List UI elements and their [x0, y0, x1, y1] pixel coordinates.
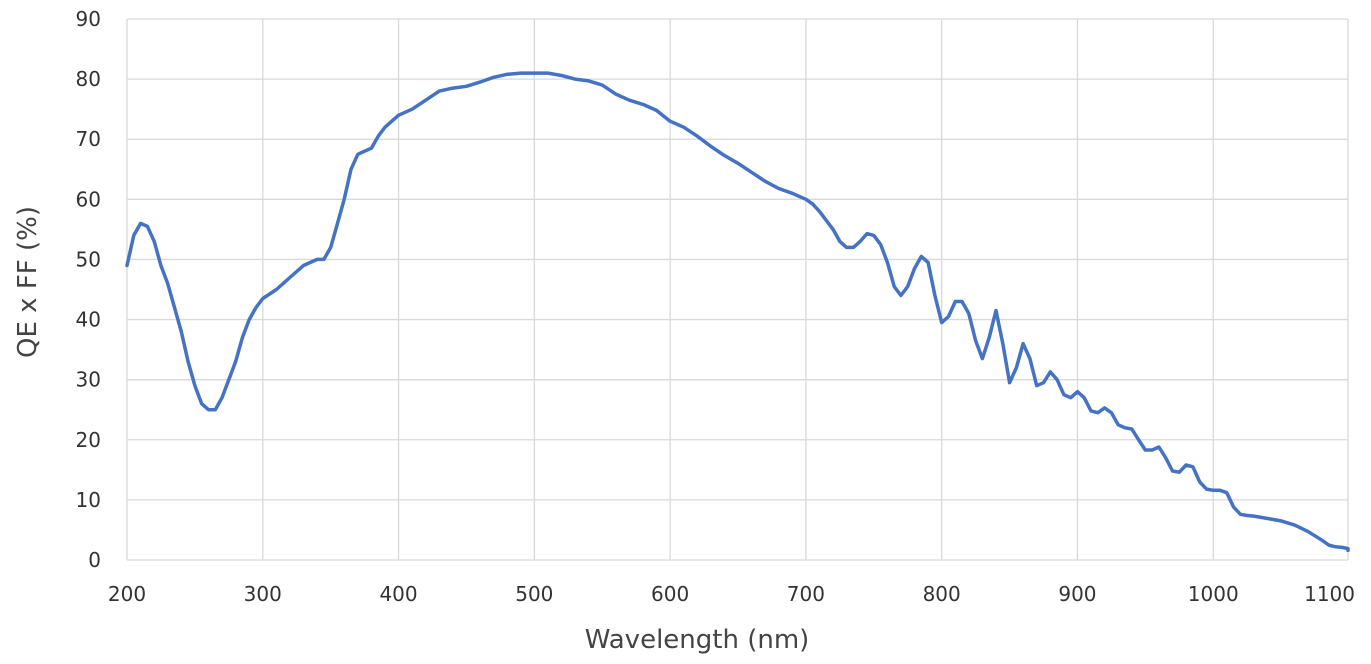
- y-tick-label: 0: [88, 548, 101, 572]
- y-tick-label: 90: [76, 7, 101, 31]
- y-tick-label: 50: [76, 247, 101, 271]
- x-tick-label: 300: [244, 582, 282, 606]
- series-layer: [125, 71, 1350, 553]
- x-tick-label: 1100: [1304, 582, 1355, 606]
- grid-lines: [126, 18, 1349, 561]
- x-tick-label: 1000: [1188, 582, 1239, 606]
- x-tick-label: 800: [923, 582, 961, 606]
- x-tick-labels: 200 300 400 500 600 700 800 900 1000 1100: [108, 582, 1355, 606]
- y-tick-label: 80: [76, 67, 101, 91]
- y-tick-labels: 0 10 20 30 40 50 60 70 80 90: [76, 7, 101, 572]
- y-tick-label: 40: [76, 308, 101, 332]
- x-tick-label: 700: [787, 582, 825, 606]
- y-tick-label: 30: [76, 368, 101, 392]
- y-tick-label: 70: [76, 127, 101, 151]
- x-axis-title: Wavelength (nm): [585, 625, 810, 655]
- y-axis-title: QE x FF (%): [13, 206, 43, 358]
- y-tick-label: 60: [76, 187, 101, 211]
- x-tick-label: 600: [651, 582, 689, 606]
- x-tick-label: 200: [108, 582, 146, 606]
- x-tick-label: 900: [1058, 582, 1096, 606]
- series-line-0: [125, 71, 1350, 553]
- y-tick-label: 20: [76, 428, 101, 452]
- y-tick-label: 10: [76, 488, 101, 512]
- x-tick-label: 400: [379, 582, 417, 606]
- x-tick-label: 500: [515, 582, 553, 606]
